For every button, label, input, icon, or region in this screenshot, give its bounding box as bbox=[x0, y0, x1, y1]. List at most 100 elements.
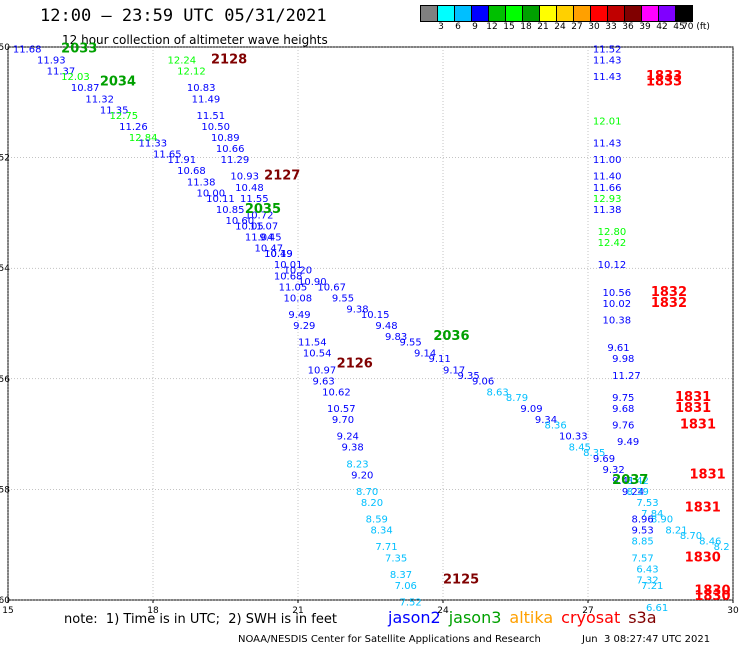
page-subtitle: 12 hour collection of altimeter wave hei… bbox=[62, 33, 328, 47]
swh-point-label: 10.56 bbox=[603, 288, 632, 299]
swh-point-label: 10.97 bbox=[308, 365, 337, 376]
swh-point-label: 7.06 bbox=[395, 581, 417, 592]
footer-timestamp: Jun 3 08:27:47 UTC 2021 bbox=[582, 634, 711, 645]
colorbar-tick-label: 42 bbox=[656, 22, 668, 32]
colorbar-tick-label: 39 bbox=[639, 22, 651, 32]
swh-point-label: 10.48 bbox=[235, 183, 264, 194]
colorbar-swatch bbox=[676, 6, 692, 21]
swh-point-label: 11.38 bbox=[593, 205, 622, 216]
swh-point-label: 9.68 bbox=[612, 404, 634, 415]
pass-number-label: 1831 bbox=[690, 467, 726, 482]
colorbar-tick-label: 30 bbox=[588, 22, 600, 32]
swh-point-label: 12.93 bbox=[593, 194, 622, 205]
swh-point-label: 8.46 bbox=[699, 537, 721, 548]
swh-point-label: 9.29 bbox=[293, 321, 315, 332]
swh-point-label: 8.59 bbox=[366, 515, 388, 526]
pass-number-label: 1830 bbox=[685, 550, 721, 565]
swh-point-label: 11.54 bbox=[298, 338, 327, 349]
swh-point-label: 6.61 bbox=[646, 603, 668, 614]
swh-point-label: 9.20 bbox=[351, 470, 373, 481]
swh-point-label: 11.27 bbox=[612, 371, 641, 382]
colorbar-swatch bbox=[438, 6, 455, 21]
swh-point-label: 12.24 bbox=[168, 56, 197, 67]
x-tick-label: 30 bbox=[727, 606, 739, 616]
colorbar-swatch bbox=[642, 6, 659, 21]
swh-point-label: 10.66 bbox=[216, 144, 245, 155]
swh-point-label: 10.20 bbox=[284, 266, 313, 277]
x-tick-label: 21 bbox=[292, 606, 303, 616]
swh-point-label: 10.68 bbox=[274, 271, 303, 282]
swh-point-label: 9.75 bbox=[612, 393, 634, 404]
swh-point-label: 11.35 bbox=[100, 105, 129, 116]
colorbar-tick-label: 3 bbox=[438, 22, 444, 32]
swh-point-label: 10.67 bbox=[317, 282, 346, 293]
swh-point-label: 9.83 bbox=[385, 332, 407, 343]
y-tick-label: -54 bbox=[0, 264, 10, 274]
swh-point-label: 12.03 bbox=[61, 72, 90, 83]
swh-point-label: 11.66 bbox=[593, 183, 622, 194]
colorbar-swatch bbox=[591, 6, 608, 21]
colorbar-tick-label: 27 bbox=[571, 22, 583, 32]
swh-point-label: 10.02 bbox=[603, 299, 632, 310]
pass-number-label: 2033 bbox=[61, 42, 97, 57]
swh-point-label: 7.53 bbox=[636, 498, 658, 509]
swh-point-label: 9.35 bbox=[458, 371, 480, 382]
swh-point-label: 10.87 bbox=[71, 83, 100, 94]
swh-point-label: 9.45 bbox=[259, 233, 281, 244]
satellite-legend-item: s3a bbox=[628, 608, 657, 627]
swh-point-label: 10.05 bbox=[235, 221, 264, 232]
swh-point-label: 9.06 bbox=[472, 376, 494, 387]
swh-point-label: 11.43 bbox=[593, 72, 622, 83]
swh-point-label: 8.42 bbox=[627, 476, 649, 487]
swh-point-label: 9.55 bbox=[332, 293, 354, 304]
swh-point-label: 9.34 bbox=[535, 415, 557, 426]
swh-point-label: 11.38 bbox=[187, 177, 216, 188]
swh-point-label: 11.07 bbox=[250, 221, 279, 232]
pass-number-label: 2037 bbox=[612, 473, 648, 488]
swh-point-label: 11.26 bbox=[119, 122, 148, 133]
satellite-legend-item: jason2 bbox=[388, 608, 441, 627]
swh-point-label: 8.85 bbox=[632, 537, 654, 548]
colorbar-swatch bbox=[506, 6, 523, 21]
pass-number-label: 2036 bbox=[433, 329, 469, 344]
pass-number-label: 1831 bbox=[680, 418, 716, 433]
swh-point-label: 10.60 bbox=[226, 216, 255, 227]
colorbar-swatch bbox=[489, 6, 506, 21]
swh-point-label: 8.45 bbox=[569, 443, 591, 454]
satellite-legend: jason2 jason3 altika cryosat s3a bbox=[388, 608, 665, 627]
footer-note: note: 1) Time is in UTC; 2) SWH is in fe… bbox=[64, 612, 337, 627]
swh-point-label: 8.2 bbox=[714, 542, 730, 553]
swh-point-label: 8.21 bbox=[665, 526, 687, 537]
swh-point-label: 9.70 bbox=[332, 415, 354, 426]
y-tick-label: -50 bbox=[0, 43, 10, 53]
swh-point-label: 12.75 bbox=[110, 111, 139, 122]
swh-point-label: 11.43 bbox=[593, 139, 622, 150]
pass-number-label: 1832 bbox=[651, 296, 687, 311]
colorbar bbox=[420, 5, 693, 22]
swh-point-label: 10.54 bbox=[303, 349, 332, 360]
swh-point-label: 10.90 bbox=[298, 277, 327, 288]
y-tick-label: -58 bbox=[0, 485, 10, 495]
swh-point-label: 10.89 bbox=[211, 133, 240, 144]
pass-number-label: 2034 bbox=[100, 75, 136, 90]
swh-point-label: 11.52 bbox=[593, 45, 622, 56]
swh-point-label: 6.43 bbox=[636, 564, 658, 575]
swh-point-label: 8.63 bbox=[487, 387, 509, 398]
colorbar-tick-label: 70 (ft) bbox=[682, 22, 710, 32]
swh-point-label: 12.01 bbox=[593, 116, 622, 127]
satellite-legend-item: altika bbox=[509, 608, 554, 627]
swh-point-label: 10.19 bbox=[264, 249, 293, 260]
swh-point-label: 11.32 bbox=[85, 94, 114, 105]
swh-point-label: 9.98 bbox=[612, 354, 634, 365]
swh-point-label: 11.91 bbox=[168, 155, 197, 166]
swh-point-label: 8.79 bbox=[506, 393, 528, 404]
colorbar-swatch bbox=[557, 6, 574, 21]
colorbar-swatch bbox=[523, 6, 540, 21]
swh-point-label: 9.09 bbox=[520, 404, 542, 415]
swh-point-label: 9.48 bbox=[375, 321, 397, 332]
colorbar-swatch bbox=[625, 6, 642, 21]
swh-point-label: 8.70 bbox=[680, 531, 702, 542]
y-tick-label: -52 bbox=[0, 154, 10, 164]
pass-number-label: 1833 bbox=[646, 69, 682, 84]
